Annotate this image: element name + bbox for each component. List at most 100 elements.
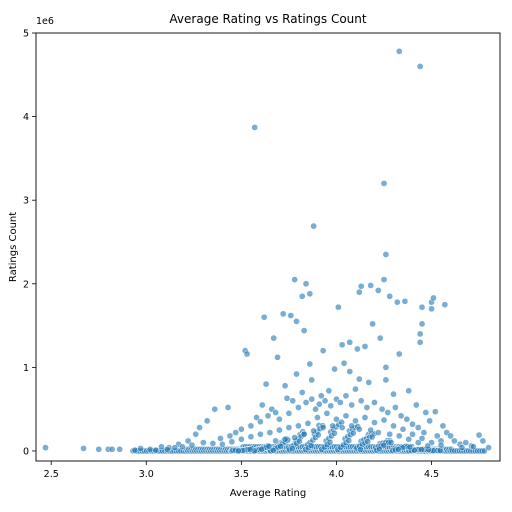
- data-point: [306, 290, 314, 298]
- data-point: [293, 370, 300, 378]
- data-point: [458, 444, 466, 451]
- data-point: [260, 313, 268, 321]
- data-point: [296, 437, 303, 445]
- data-point: [312, 405, 319, 413]
- data-point: [270, 446, 277, 454]
- data-point: [192, 430, 200, 438]
- data-point: [331, 429, 338, 437]
- data-point: [395, 48, 403, 55]
- data-point: [247, 433, 255, 441]
- x-tick-label: 4.0: [329, 469, 344, 480]
- data-point: [403, 415, 411, 423]
- data-point: [475, 431, 483, 439]
- data-point: [375, 445, 383, 453]
- data-point: [272, 437, 279, 445]
- data-point: [357, 282, 365, 290]
- data-point: [238, 435, 245, 443]
- data-point: [131, 446, 139, 454]
- data-point: [431, 408, 439, 416]
- data-point: [424, 442, 432, 450]
- data-point: [253, 414, 260, 421]
- data-point: [235, 447, 242, 455]
- data-point: [426, 417, 433, 425]
- data-point: [365, 379, 373, 386]
- data-point: [479, 437, 487, 445]
- data-point: [397, 412, 405, 420]
- data-point: [422, 409, 430, 416]
- plot-frame: [35, 32, 501, 462]
- y-tick-label: 4: [23, 112, 29, 123]
- data-point: [291, 434, 298, 441]
- data-point: [209, 440, 217, 447]
- data-point: [283, 394, 291, 402]
- data-point: [323, 410, 331, 417]
- data-point: [401, 297, 409, 305]
- data-point: [199, 439, 207, 446]
- data-point: [325, 387, 333, 395]
- data-point: [361, 343, 369, 350]
- data-point: [319, 424, 327, 431]
- data-point: [361, 414, 369, 421]
- data-point: [348, 401, 356, 409]
- data-point: [158, 443, 165, 451]
- data-point: [308, 395, 316, 403]
- data-point: [416, 330, 424, 338]
- data-point: [386, 430, 394, 438]
- data-point: [355, 425, 363, 433]
- data-point: [395, 350, 403, 358]
- data-point: [387, 439, 395, 446]
- data-point: [289, 397, 297, 405]
- data-point: [355, 288, 363, 296]
- data-point: [321, 397, 329, 405]
- data-point: [412, 401, 420, 409]
- data-point: [327, 402, 335, 410]
- data-point: [380, 180, 388, 187]
- data-point: [285, 424, 293, 431]
- data-point: [179, 443, 186, 451]
- data-point: [382, 251, 390, 258]
- y-tick-label: 0: [23, 446, 29, 457]
- data-point: [462, 439, 470, 446]
- data-point: [281, 382, 289, 390]
- data-point: [399, 425, 407, 433]
- data-point: [406, 443, 414, 451]
- data-point: [272, 409, 279, 416]
- data-point: [354, 345, 361, 353]
- data-point: [146, 445, 154, 453]
- data-point: [307, 442, 315, 449]
- data-point: [228, 438, 236, 446]
- data-point: [345, 437, 353, 444]
- data-point: [363, 404, 371, 411]
- data-point: [340, 359, 348, 367]
- data-point: [203, 417, 211, 425]
- data-point: [108, 445, 116, 453]
- data-point: [439, 422, 447, 430]
- data-point: [348, 422, 356, 430]
- data-point: [291, 276, 298, 283]
- data-point: [357, 397, 365, 405]
- data-point: [335, 303, 342, 311]
- data-point: [430, 294, 437, 302]
- data-point: [310, 222, 317, 230]
- data-point: [42, 444, 49, 451]
- data-point: [317, 392, 325, 400]
- data-point: [447, 432, 454, 440]
- data-point: [295, 422, 302, 430]
- x-axis-label: Average Rating: [230, 488, 306, 499]
- y-axis-label: Ratings Count: [8, 212, 19, 282]
- x-tick-label: 3.0: [139, 469, 154, 480]
- data-point: [152, 446, 160, 454]
- data-point: [418, 446, 425, 454]
- data-point: [319, 347, 327, 355]
- data-point: [306, 360, 314, 368]
- data-point: [433, 432, 441, 440]
- data-point: [355, 375, 363, 383]
- data-point: [270, 334, 278, 342]
- data-point: [238, 425, 245, 433]
- data-point: [331, 365, 338, 373]
- data-point: [184, 437, 192, 445]
- data-point: [416, 338, 424, 346]
- data-point: [380, 276, 388, 283]
- data-point: [196, 424, 203, 431]
- data-point: [276, 415, 283, 423]
